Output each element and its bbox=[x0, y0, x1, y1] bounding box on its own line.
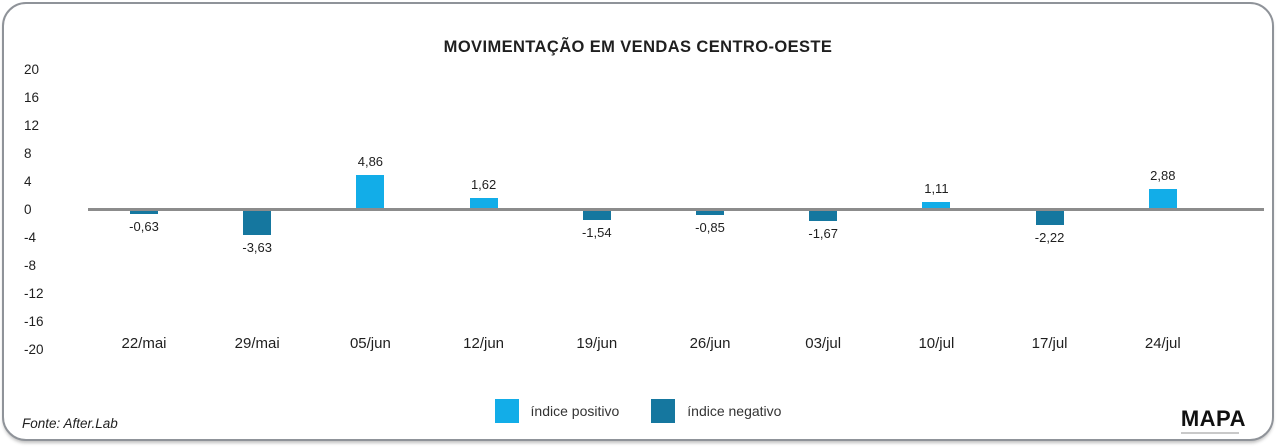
bar bbox=[809, 209, 838, 222]
y-axis-tick-label: -8 bbox=[24, 257, 37, 273]
y-axis-tick-label: -4 bbox=[24, 229, 37, 245]
x-axis-label: 05/jun bbox=[349, 335, 391, 352]
bar bbox=[243, 209, 272, 235]
legend-swatch-positive bbox=[494, 399, 519, 423]
bar-value-label: -0,63 bbox=[129, 218, 159, 234]
brand-tagline-line bbox=[1180, 432, 1239, 434]
x-axis-label: 22/mai bbox=[121, 335, 167, 352]
legend-item-negative: índice negativo bbox=[651, 399, 781, 423]
bar-value-label: -1,54 bbox=[581, 225, 612, 241]
source-note: Fonte: After.Lab bbox=[22, 416, 118, 431]
bar bbox=[696, 209, 724, 216]
y-axis-tick-label: 8 bbox=[24, 145, 32, 161]
legend-label: índice positivo bbox=[530, 403, 620, 419]
y-axis-tick-label: 16 bbox=[24, 89, 40, 105]
y-axis-tick-label: 20 bbox=[24, 61, 40, 77]
bar-value-label: -3,63 bbox=[242, 239, 272, 255]
y-axis-tick-label: 12 bbox=[24, 117, 40, 133]
bar-value-label: 4,86 bbox=[357, 154, 384, 170]
bar bbox=[922, 201, 951, 210]
y-axis-tick-label: -12 bbox=[24, 285, 44, 301]
x-axis-label: 24/jul bbox=[1144, 335, 1181, 352]
bar bbox=[582, 209, 611, 221]
chart-title: MOVIMENTAÇÃO EM VENDAS CENTRO-OESTE bbox=[443, 38, 833, 56]
legend-item-positive: índice positivo bbox=[494, 399, 620, 423]
y-axis-tick-label: -16 bbox=[24, 313, 44, 329]
x-axis-label: 10/jul bbox=[918, 335, 955, 352]
legend-swatch-negative bbox=[651, 399, 676, 423]
x-axis-zero-line bbox=[88, 208, 1264, 211]
x-axis-label: 19/jun bbox=[576, 335, 618, 352]
y-axis-tick-label: 0 bbox=[24, 201, 32, 217]
legend-label: índice negativo bbox=[687, 403, 782, 419]
brand-logo-text: MAPA bbox=[1180, 406, 1246, 431]
bar-value-label: 1,62 bbox=[470, 177, 497, 193]
bar bbox=[130, 209, 158, 214]
brand-logo: MAPA bbox=[1180, 406, 1246, 434]
bar bbox=[356, 175, 385, 210]
bar-value-label: 2,88 bbox=[1150, 168, 1176, 184]
bar bbox=[1148, 189, 1177, 210]
bar bbox=[469, 198, 498, 210]
bar bbox=[1035, 209, 1064, 226]
y-axis-tick-label: -20 bbox=[24, 341, 44, 357]
bar-value-label: -0,85 bbox=[695, 220, 725, 236]
bar-value-label: -2,22 bbox=[1034, 230, 1065, 246]
x-axis-label: 03/jul bbox=[805, 335, 842, 352]
x-axis-label: 26/jun bbox=[689, 335, 731, 352]
legend: índice positivo índice negativo bbox=[4, 399, 1272, 423]
y-axis-tick-label: 4 bbox=[24, 173, 32, 189]
bar-value-label: 1,11 bbox=[924, 180, 949, 196]
chart-card: MOVIMENTAÇÃO EM VENDAS CENTRO-OESTE 20 16… bbox=[2, 2, 1274, 441]
x-axis-label: 12/jun bbox=[463, 335, 505, 352]
x-axis-label: 17/jul bbox=[1031, 335, 1068, 352]
plot-area: 20 16 12 8 4 0 -4 -8 -12 -16 -20 -0,63 -3,63 4,86 1,6… bbox=[4, 4, 1272, 439]
bar-value-label: -1,67 bbox=[808, 226, 838, 242]
x-axis-label: 29/mai bbox=[234, 335, 280, 352]
